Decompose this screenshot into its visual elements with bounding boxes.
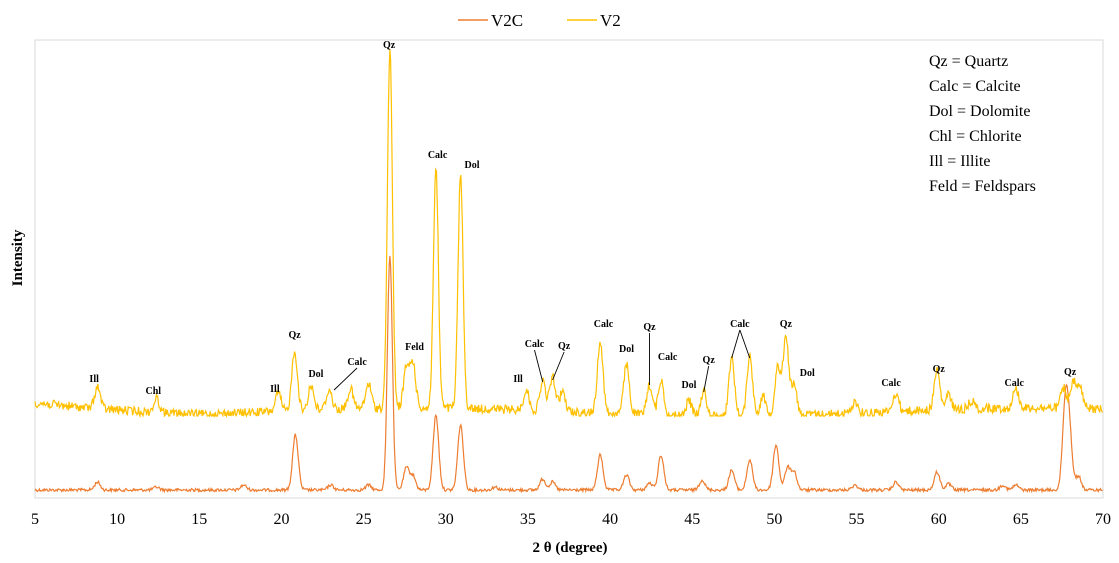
x-tick-label: 25	[356, 511, 372, 528]
peak-label: Ill	[513, 374, 523, 385]
x-axis-ticks: 5 10 15 20 25 30 35 40 45 50 55 60 65 70	[31, 511, 1111, 528]
legend-label-v2: V2	[600, 11, 621, 30]
x-tick-label: 40	[602, 511, 618, 528]
x-tick-label: 55	[849, 511, 865, 528]
legend-label-v2c: V2C	[491, 11, 523, 30]
x-tick-label: 65	[1013, 511, 1029, 528]
peak-leader-line	[739, 329, 751, 359]
key-item-calcite: Calc = Calcite	[929, 78, 1021, 95]
x-tick-label: 5	[31, 511, 39, 528]
peak-label: Qz	[780, 319, 793, 330]
peak-label: Calc	[594, 319, 614, 330]
peak-label: Calc	[658, 352, 678, 363]
x-tick-label: 20	[273, 511, 289, 528]
peak-label: Qz	[558, 341, 571, 352]
peak-leader-line	[534, 349, 544, 383]
peak-label: Qz	[288, 330, 301, 341]
x-tick-label: 10	[109, 511, 125, 528]
peak-leader-line	[703, 365, 710, 393]
peak-leader-line	[333, 367, 358, 391]
peak-label: Dol	[681, 380, 696, 391]
series-line-v2c	[34, 255, 1103, 494]
x-tick-label: 30	[438, 511, 454, 528]
x-tick-label: 35	[520, 511, 536, 528]
x-tick-label: 60	[931, 511, 947, 528]
peak-label: Qz	[643, 322, 656, 333]
mineral-key: Qz = Quartz Calc = Calcite Dol = Dolomit…	[929, 53, 1036, 195]
peak-label: Calc	[347, 357, 367, 368]
peak-label: Ill	[270, 384, 280, 395]
peak-label: Chl	[146, 386, 162, 397]
x-tick-label: 70	[1095, 511, 1111, 528]
peak-label: Dol	[465, 160, 480, 171]
peak-label: Calc	[730, 319, 750, 330]
peak-leader-line	[731, 329, 741, 359]
peak-label: Ill	[89, 374, 99, 385]
x-tick-label: 50	[766, 511, 782, 528]
key-item-quartz: Qz = Quartz	[929, 53, 1008, 70]
y-axis-title: Intensity	[10, 229, 26, 286]
peak-label: Qz	[1064, 367, 1077, 378]
peak-label: Qz	[933, 364, 946, 375]
peak-label: Dol	[619, 344, 634, 355]
peak-annotations: Ill Chl Ill Qz Dol Calc Qz Feld Calc Dol Ill Calc Qz…	[89, 40, 1076, 397]
peak-label: Calc	[881, 378, 901, 389]
plot-area	[34, 39, 1104, 499]
legend: V2C V2	[458, 11, 621, 30]
peak-label: Calc	[428, 150, 448, 161]
peak-label: Dol	[800, 368, 815, 379]
peak-label: Dol	[308, 369, 323, 380]
x-tick-label: 15	[191, 511, 207, 528]
peak-label: Qz	[703, 355, 716, 366]
peak-label: Calc	[1005, 378, 1025, 389]
peak-label: Feld	[405, 342, 424, 353]
key-item-illite: Ill = Illite	[929, 153, 990, 170]
peak-label: Qz	[383, 40, 396, 51]
peak-label: Calc	[525, 339, 545, 350]
key-item-feldspars: Feld = Feldspars	[929, 178, 1036, 195]
x-axis-title: 2 θ (degree)	[532, 540, 607, 556]
peak-leader-line	[552, 351, 565, 381]
x-tick-label: 45	[684, 511, 700, 528]
key-item-chlorite: Chl = Chlorite	[929, 128, 1022, 145]
series-line-v2	[34, 49, 1104, 419]
key-item-dolomite: Dol = Dolomite	[929, 103, 1030, 120]
